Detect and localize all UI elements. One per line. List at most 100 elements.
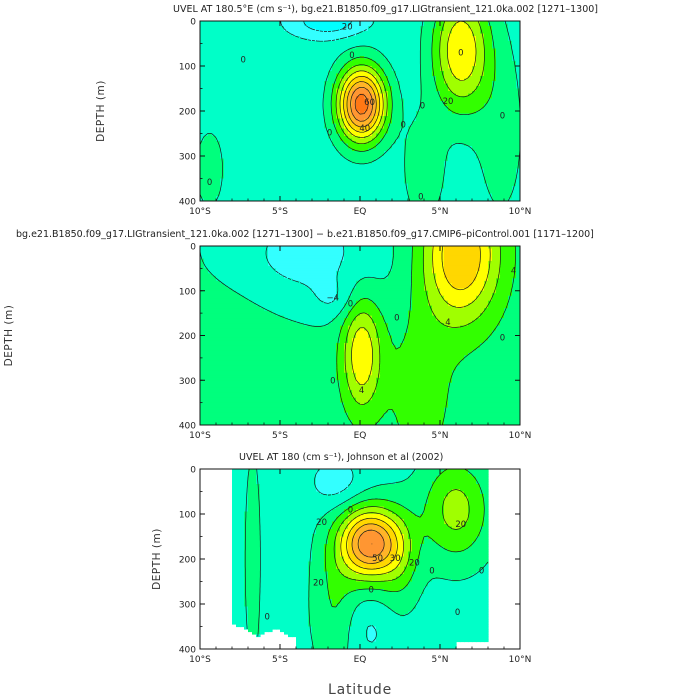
- band-cell: [356, 68, 361, 72]
- band-cell: [444, 138, 449, 142]
- band-cell: [432, 123, 437, 127]
- band-cell: [232, 83, 237, 87]
- band-cell: [508, 98, 513, 102]
- band-cell: [432, 68, 437, 72]
- band-cell: [380, 151, 385, 155]
- band-cell: [328, 141, 333, 145]
- band-cell: [408, 73, 413, 77]
- band-cell: [268, 171, 273, 175]
- band-cell: [308, 111, 313, 115]
- band-cell: [260, 28, 265, 32]
- band-cell: [272, 58, 277, 62]
- band-cell: [492, 43, 497, 47]
- band-cell: [448, 58, 453, 62]
- band-cell: [212, 101, 217, 105]
- band-cell: [260, 23, 265, 27]
- band-cell: [244, 103, 249, 107]
- band-cell: [404, 146, 409, 150]
- band-cell: [216, 61, 221, 65]
- band-cell: [456, 43, 461, 47]
- band-cell: [476, 123, 481, 127]
- band-cell: [480, 58, 485, 62]
- band-cell: [348, 111, 353, 115]
- band-cell: [228, 121, 233, 125]
- band-cell: [340, 148, 345, 152]
- band-cell: [208, 46, 213, 50]
- band-cell: [512, 148, 517, 152]
- band-cell: [412, 31, 417, 35]
- band-cell: [368, 48, 373, 52]
- band-cell: [456, 26, 461, 30]
- band-cell: [464, 78, 469, 82]
- band-cell: [352, 171, 357, 175]
- band-cell: [468, 98, 473, 102]
- band-cell: [304, 68, 309, 72]
- band-cell: [264, 26, 269, 30]
- band-cell: [380, 38, 385, 42]
- band-cell: [364, 68, 369, 72]
- band-cell: [512, 131, 517, 135]
- band-cell: [280, 156, 285, 160]
- band-cell: [500, 86, 505, 90]
- band-cell: [320, 101, 325, 105]
- band-cell: [256, 158, 261, 162]
- band-cell: [312, 158, 317, 162]
- band-cell: [276, 51, 281, 55]
- band-cell: [256, 53, 261, 57]
- band-cell: [412, 46, 417, 50]
- band-cell: [236, 86, 241, 90]
- band-cell: [268, 96, 273, 100]
- band-cell: [240, 38, 245, 42]
- band-cell: [388, 123, 393, 127]
- band-cell: [212, 88, 217, 92]
- band-cell: [220, 81, 225, 85]
- band-cell: [308, 166, 313, 170]
- band-cell: [300, 66, 305, 70]
- band-cell: [356, 151, 361, 155]
- band-cell: [344, 158, 349, 162]
- band-cell: [280, 36, 285, 40]
- band-cell: [408, 48, 413, 52]
- band-cell: [504, 111, 509, 115]
- band-cell: [272, 36, 277, 40]
- band-cell: [288, 128, 293, 132]
- band-cell: [228, 63, 233, 67]
- band-cell: [372, 101, 377, 105]
- band-cell: [428, 151, 433, 155]
- band-cell: [396, 131, 401, 135]
- band-cell: [204, 143, 209, 147]
- band-cell: [336, 31, 341, 35]
- band-cell: [484, 166, 489, 170]
- band-cell: [400, 76, 405, 80]
- band-cell: [336, 63, 341, 67]
- band-cell: [476, 71, 481, 75]
- band-cell: [380, 108, 385, 112]
- band-cell: [208, 88, 213, 92]
- band-cell: [488, 106, 493, 110]
- band-cell: [292, 128, 297, 132]
- band-cell: [316, 76, 321, 80]
- band-cell: [324, 138, 329, 142]
- band-cell: [516, 113, 520, 117]
- band-cell: [224, 161, 229, 165]
- band-cell: [352, 141, 357, 145]
- band-cell: [324, 23, 329, 27]
- band-cell: [336, 93, 341, 97]
- band-cell: [200, 156, 205, 160]
- band-cell: [284, 41, 289, 45]
- band-cell: [388, 71, 393, 75]
- band-cell: [280, 28, 285, 32]
- band-cell: [464, 56, 469, 60]
- band-cell: [212, 41, 217, 45]
- band-cell: [240, 141, 245, 145]
- band-cell: [280, 61, 285, 65]
- band-cell: [508, 23, 513, 27]
- band-cell: [448, 153, 453, 157]
- band-cell: [284, 53, 289, 57]
- band-cell: [316, 171, 321, 175]
- band-cell: [296, 23, 301, 27]
- band-cell: [504, 123, 509, 127]
- band-cell: [424, 121, 429, 125]
- band-cell: [500, 48, 505, 52]
- band-cell: [396, 63, 401, 67]
